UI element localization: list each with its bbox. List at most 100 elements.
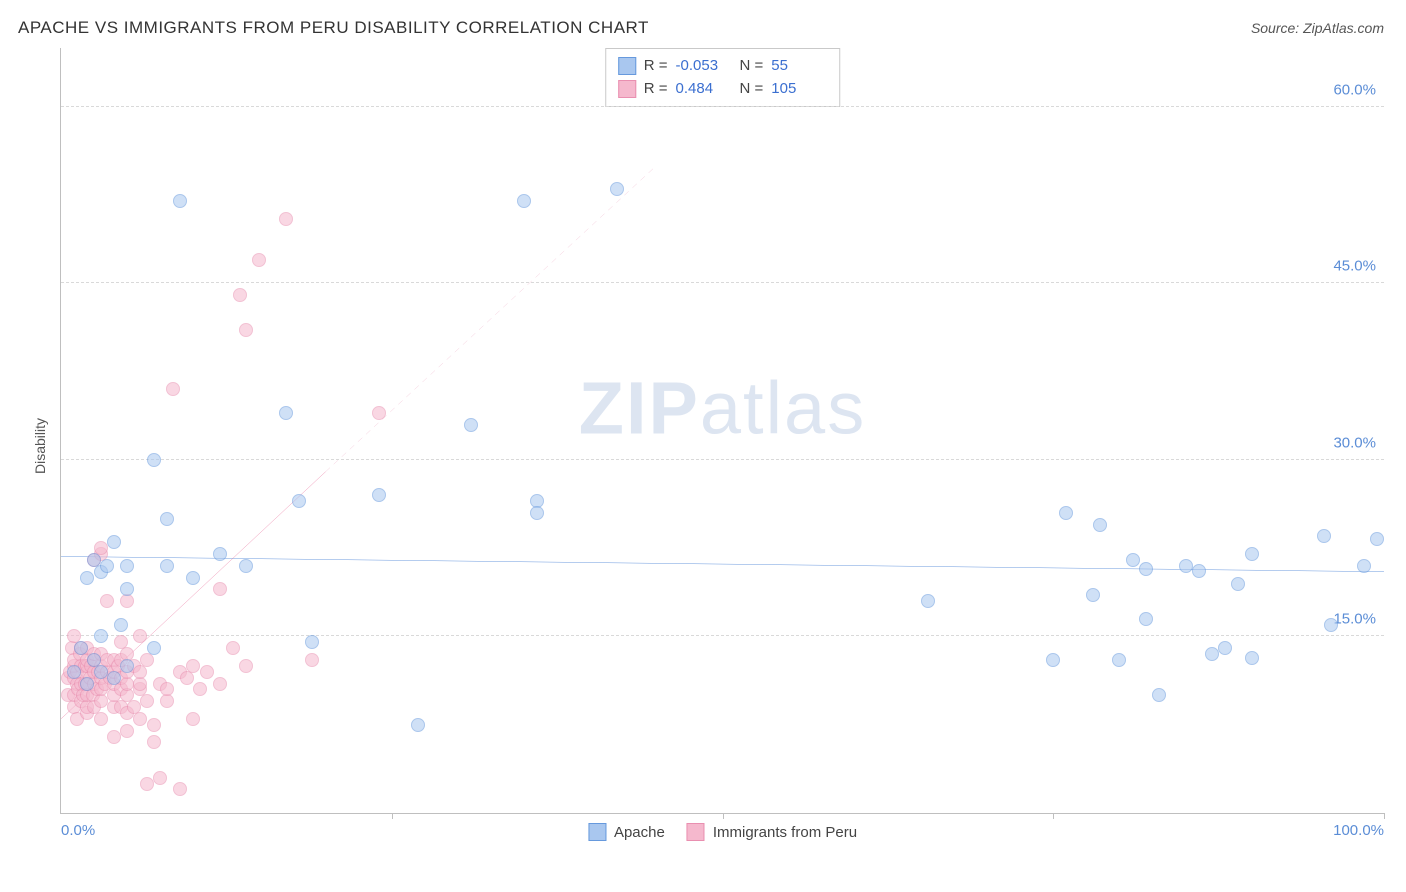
point-apache [1086,588,1100,602]
point-apache [107,535,121,549]
point-apache [1179,559,1193,573]
point-apache [530,506,544,520]
point-peru [120,724,134,738]
chart-container: Disability ZIPatlas R = -0.053 N = 55 R … [18,48,1384,844]
point-peru [226,641,240,655]
point-peru [239,659,253,673]
r-value-apache: -0.053 [676,55,732,78]
point-apache [1317,529,1331,543]
point-apache [1231,577,1245,591]
point-apache [1324,618,1338,632]
point-apache [94,665,108,679]
x-tick-min: 0.0% [61,822,95,839]
point-peru [279,212,293,226]
point-peru [372,406,386,420]
trend-lines [61,48,1384,813]
point-peru [107,730,121,744]
point-apache [160,559,174,573]
watermark-zip: ZIP [579,366,700,449]
point-apache [120,582,134,596]
point-apache [213,547,227,561]
point-apache [67,665,81,679]
point-peru [140,777,154,791]
point-peru [153,771,167,785]
y-tick-label: 30.0% [1333,434,1376,451]
gridline-h [61,282,1384,283]
point-peru [252,253,266,267]
stats-row-apache: R = -0.053 N = 55 [618,55,828,78]
point-apache [921,594,935,608]
point-peru [186,659,200,673]
point-apache [80,571,94,585]
legend-item-peru: Immigrants from Peru [687,823,857,841]
legend-item-apache: Apache [588,823,665,841]
r-value-peru: 0.484 [676,78,732,101]
point-peru [239,323,253,337]
point-apache [114,618,128,632]
gridline-h [61,635,1384,636]
y-tick-label: 60.0% [1333,81,1376,98]
n-label: N = [740,55,764,78]
n-value-peru: 105 [771,78,827,101]
point-apache [1245,547,1259,561]
point-apache [147,453,161,467]
point-apache [94,629,108,643]
y-tick-label: 45.0% [1333,258,1376,275]
point-apache [1046,653,1060,667]
point-apache [372,488,386,502]
point-peru [147,718,161,732]
point-apache [120,559,134,573]
x-tick-mark [1053,813,1054,819]
point-apache [1139,562,1153,576]
stats-row-peru: R = 0.484 N = 105 [618,78,828,101]
legend-label-apache: Apache [614,824,665,841]
point-apache [147,641,161,655]
point-apache [1093,518,1107,532]
gridline-h [61,106,1384,107]
point-apache [74,641,88,655]
point-apache [120,659,134,673]
swatch-apache [618,57,636,75]
point-apache [1126,553,1140,567]
point-peru [100,594,114,608]
n-value-apache: 55 [771,55,827,78]
swatch-peru [618,80,636,98]
swatch-peru [687,823,705,841]
y-tick-label: 15.0% [1333,611,1376,628]
watermark: ZIPatlas [579,365,866,450]
point-peru [140,694,154,708]
watermark-atlas: atlas [700,366,866,449]
point-apache [279,406,293,420]
chart-title: APACHE VS IMMIGRANTS FROM PERU DISABILIT… [18,18,649,38]
point-peru [147,735,161,749]
point-apache [411,718,425,732]
point-apache [160,512,174,526]
point-peru [193,682,207,696]
point-apache [292,494,306,508]
point-apache [1205,647,1219,661]
point-apache [173,194,187,208]
gridline-h [61,459,1384,460]
plot-area: ZIPatlas R = -0.053 N = 55 R = 0.484 N =… [60,48,1384,814]
point-apache [305,635,319,649]
point-apache [100,559,114,573]
source-attribution: Source: ZipAtlas.com [1251,20,1384,36]
point-peru [305,653,319,667]
swatch-apache [588,823,606,841]
r-label: R = [644,55,668,78]
point-peru [94,712,108,726]
point-apache [610,182,624,196]
point-apache [1139,612,1153,626]
point-apache [464,418,478,432]
point-apache [1192,564,1206,578]
point-apache [1370,532,1384,546]
legend-label-peru: Immigrants from Peru [713,824,857,841]
series-legend: Apache Immigrants from Peru [588,823,857,841]
point-apache [107,671,121,685]
point-apache [239,559,253,573]
point-peru [186,712,200,726]
point-apache [1152,688,1166,702]
point-apache [1357,559,1371,573]
point-apache [186,571,200,585]
point-peru [133,712,147,726]
